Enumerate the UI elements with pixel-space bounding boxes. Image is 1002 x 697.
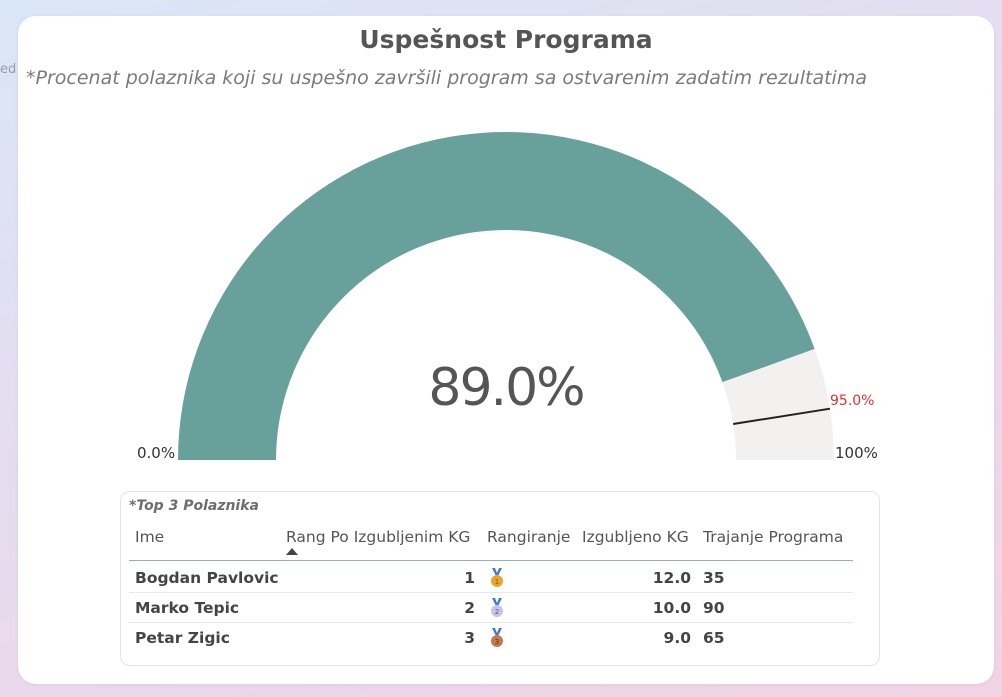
- table-row[interactable]: Petar Zigic 3 3 9.0 65: [129, 623, 853, 652]
- cell-trajanje: 90: [703, 599, 725, 617]
- column-header-ime[interactable]: Ime: [135, 528, 165, 546]
- cell-ime: Marko Tepic: [135, 599, 240, 617]
- svg-text:1: 1: [495, 578, 499, 586]
- column-header-rangiranje[interactable]: Rangiranje: [487, 528, 571, 546]
- cell-trajanje: 65: [703, 629, 725, 647]
- card-title: Uspešnost Programa: [359, 25, 653, 54]
- success-gauge: [178, 132, 834, 460]
- cell-rang: 2: [464, 599, 475, 617]
- cell-trajanje: 35: [703, 569, 725, 587]
- svg-text:2: 2: [495, 608, 499, 616]
- cell-rang: 1: [464, 569, 475, 587]
- svg-text:3: 3: [495, 638, 499, 646]
- column-header-trajanje[interactable]: Trajanje Programa: [703, 528, 844, 546]
- gauge-min-label: 0.0%: [137, 444, 176, 462]
- gauge-fill: [178, 132, 815, 460]
- gold-medal-icon: 1: [491, 568, 503, 587]
- cell-izgubljeno: 10.0: [652, 599, 691, 617]
- program-success-card: Uspešnost Programa *Procenat polaznika k…: [18, 16, 994, 684]
- table-row[interactable]: Marko Tepic 2 2 10.0 90: [129, 593, 853, 623]
- top-participants-table: *Top 3 Polaznika Ime Rang Po Izgubljenim…: [120, 491, 880, 666]
- header-divider: [129, 560, 853, 561]
- gauge-target-label: 95.0%: [830, 393, 875, 409]
- table-row[interactable]: Bogdan Pavlovic 1 1 12.0 35: [129, 563, 853, 593]
- sort-ascending-icon: [286, 548, 298, 555]
- cell-rang: 3: [464, 629, 475, 647]
- card-subtitle: *Procenat polaznika koji su uspešno zavr…: [26, 67, 867, 89]
- silver-medal-icon: 2: [491, 598, 503, 617]
- table-caption: *Top 3 Polaznika: [129, 498, 259, 514]
- partial-edge-text: ed: [0, 62, 17, 77]
- cell-izgubljeno: 9.0: [663, 629, 691, 647]
- cell-ime: Petar Zigic: [135, 629, 230, 647]
- column-header-rang[interactable]: Rang Po Izgubljenim KG: [286, 528, 471, 546]
- cell-izgubljeno: 12.0: [652, 569, 691, 587]
- cell-ime: Bogdan Pavlovic: [135, 569, 279, 587]
- bronze-medal-icon: 3: [491, 628, 503, 647]
- gauge-value: 89.0%: [428, 358, 585, 418]
- gauge-target-marker: [733, 407, 831, 426]
- column-header-izgubljeno[interactable]: Izgubljeno KG: [582, 528, 689, 546]
- gauge-max-label: 100%: [835, 444, 878, 462]
